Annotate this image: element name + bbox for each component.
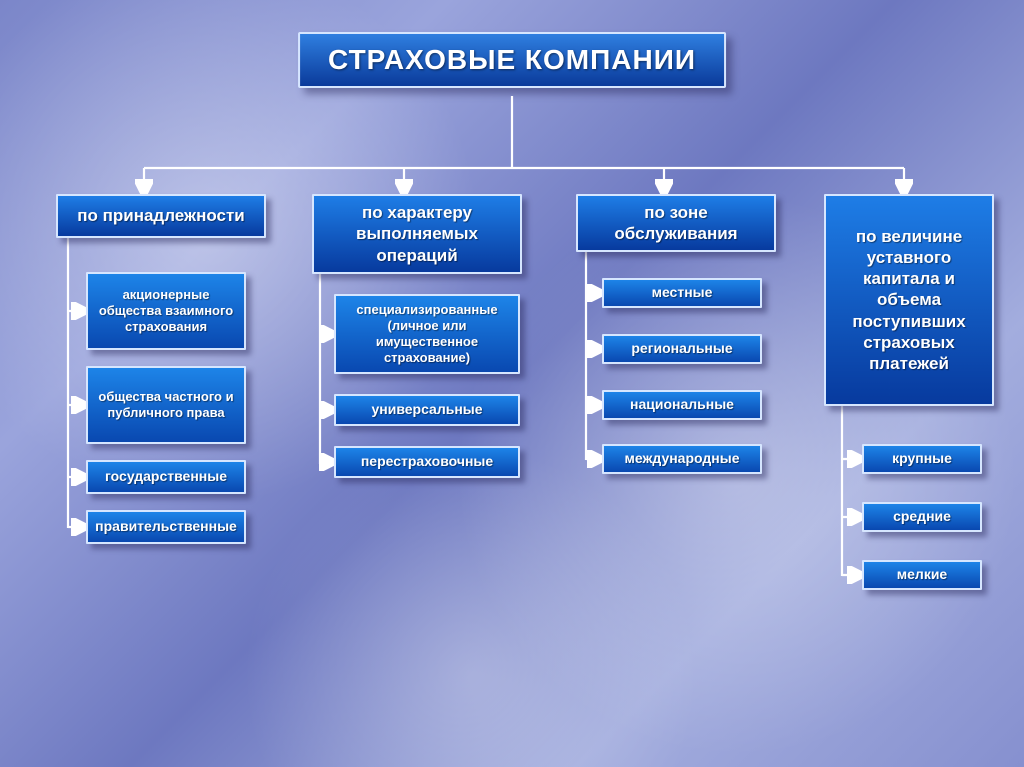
item-box: средние bbox=[862, 502, 982, 532]
item-box: государственные bbox=[86, 460, 246, 494]
item-box: региональные bbox=[602, 334, 762, 364]
diagram-title: СТРАХОВЫЕ КОМПАНИИ bbox=[298, 32, 726, 88]
item-box: крупные bbox=[862, 444, 982, 474]
item-box: общества частного и публичного права bbox=[86, 366, 246, 444]
category-header-1: по принадлежности bbox=[56, 194, 266, 238]
item-box: акционерные общества взаимного страхован… bbox=[86, 272, 246, 350]
item-box: специализированные (личное или имуществе… bbox=[334, 294, 520, 374]
item-box: мелкие bbox=[862, 560, 982, 590]
item-box: перестраховочные bbox=[334, 446, 520, 478]
category-header-2: по характеру выполняемых операций bbox=[312, 194, 522, 274]
item-box: правительственные bbox=[86, 510, 246, 544]
category-header-4: по величине уставного капитала и объема … bbox=[824, 194, 994, 406]
item-box: международные bbox=[602, 444, 762, 474]
item-box: универсальные bbox=[334, 394, 520, 426]
item-box: национальные bbox=[602, 390, 762, 420]
diagram-title-wrap: СТРАХОВЫЕ КОМПАНИИ bbox=[298, 32, 726, 88]
item-box: местные bbox=[602, 278, 762, 308]
category-header-3: по зоне обслуживания bbox=[576, 194, 776, 252]
